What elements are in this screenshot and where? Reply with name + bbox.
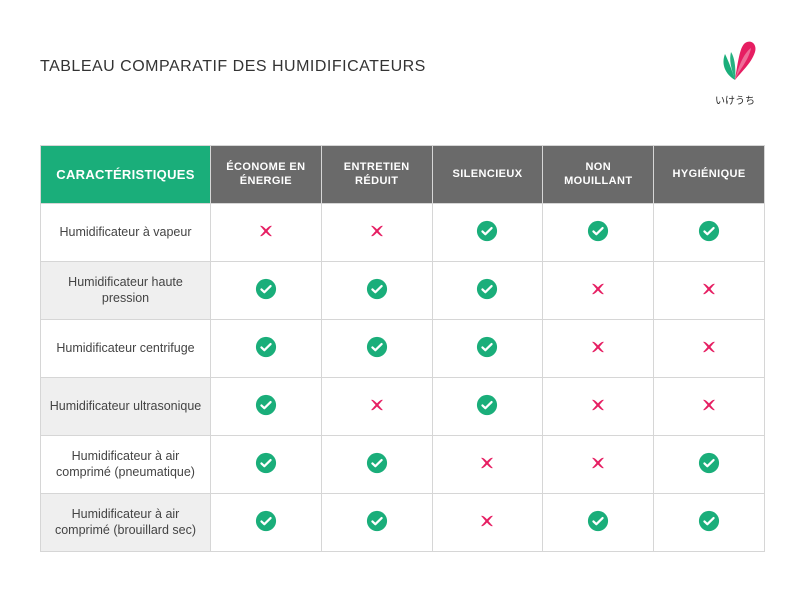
row-label: Humidificateur à vapeur [41,203,211,261]
cell [654,435,765,493]
cell [432,319,543,377]
cell [654,261,765,319]
logo: いけうち [705,30,765,107]
cell [432,435,543,493]
cell [654,203,765,261]
cell [543,261,654,319]
cell [543,435,654,493]
check-icon [366,510,388,532]
cell [543,377,654,435]
check-icon [255,452,277,474]
cell [211,203,322,261]
table-row: Humidificateur à air comprimé (pneumatiq… [41,435,765,493]
check-icon [698,220,720,242]
table-head: CARACTÉRISTIQUESÉCONOME ENÉNERGIEENTRETI… [41,146,765,204]
table-row: Humidificateur à air comprimé (brouillar… [41,493,765,551]
check-icon [476,394,498,416]
check-icon [698,452,720,474]
check-icon [366,336,388,358]
table-header-caracteristiques: CARACTÉRISTIQUES [41,146,211,204]
check-icon [476,278,498,300]
cross-icon [698,394,720,416]
row-label: Humidificateur haute pression [41,261,211,319]
check-icon [366,452,388,474]
cell [654,377,765,435]
check-icon [255,510,277,532]
cell [432,261,543,319]
cell [211,377,322,435]
check-icon [476,220,498,242]
cell [543,319,654,377]
comparison-table: CARACTÉRISTIQUESÉCONOME ENÉNERGIEENTRETI… [40,145,765,552]
row-label: Humidificateur à air comprimé (brouillar… [41,493,211,551]
cell [432,203,543,261]
cell [321,203,432,261]
logo-icon [705,30,765,90]
cross-icon [587,452,609,474]
cell [543,493,654,551]
cross-icon [587,394,609,416]
check-icon [476,336,498,358]
cross-icon [587,278,609,300]
check-icon [255,394,277,416]
cell [654,319,765,377]
cross-icon [698,336,720,358]
cell [543,203,654,261]
cross-icon [255,220,277,242]
page-title: TABLEAU COMPARATIF DES HUMIDIFICATEURS [40,58,426,76]
cross-icon [366,220,388,242]
row-label: Humidificateur ultrasonique [41,377,211,435]
cell [432,493,543,551]
table-row: Humidificateur centrifuge [41,319,765,377]
cell [211,261,322,319]
cell [321,319,432,377]
cross-icon [698,278,720,300]
table-header-col-1: ENTRETIENRÉDUIT [321,146,432,204]
cell [432,377,543,435]
check-icon [255,278,277,300]
header: TABLEAU COMPARATIF DES HUMIDIFICATEURS い… [40,30,765,107]
cell [211,435,322,493]
table-header-col-4: HYGIÉNIQUE [654,146,765,204]
table-header-col-3: NONMOUILLANT [543,146,654,204]
check-icon [366,278,388,300]
table-header-col-0: ÉCONOME ENÉNERGIE [211,146,322,204]
table-header-col-2: SILENCIEUX [432,146,543,204]
cell [211,493,322,551]
table-row: Humidificateur ultrasonique [41,377,765,435]
cell [321,493,432,551]
cell [211,319,322,377]
cell [321,377,432,435]
cross-icon [476,452,498,474]
cell [321,261,432,319]
check-icon [255,336,277,358]
check-icon [587,220,609,242]
logo-text: いけうち [705,92,765,107]
cell [654,493,765,551]
cross-icon [366,394,388,416]
row-label: Humidificateur à air comprimé (pneumatiq… [41,435,211,493]
row-label: Humidificateur centrifuge [41,319,211,377]
check-icon [698,510,720,532]
cross-icon [587,336,609,358]
cell [321,435,432,493]
table-body: Humidificateur à vapeur Humidificateur h… [41,203,765,551]
cross-icon [476,510,498,532]
table-row: Humidificateur haute pression [41,261,765,319]
check-icon [587,510,609,532]
table-row: Humidificateur à vapeur [41,203,765,261]
